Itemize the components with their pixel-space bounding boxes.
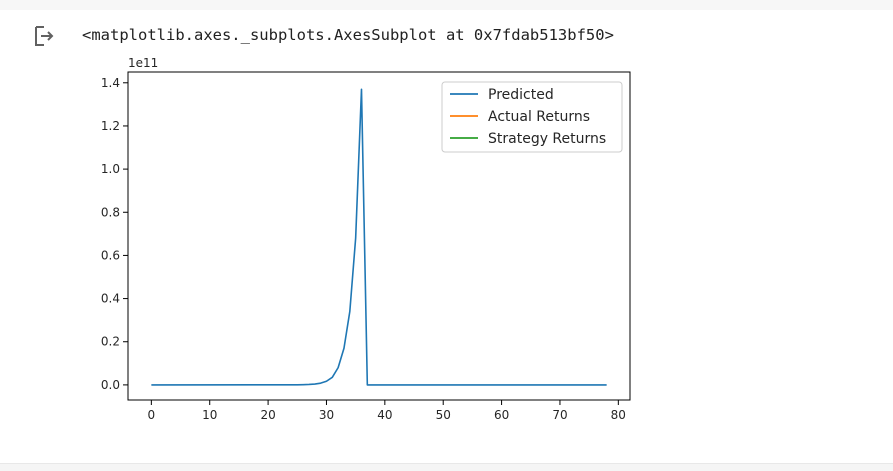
y-tick-label: 0.4 — [101, 292, 120, 306]
y-tick-label: 1.0 — [101, 162, 120, 176]
legend-label: Strategy Returns — [488, 131, 606, 147]
x-tick-label: 40 — [377, 408, 392, 422]
plot-frame — [127, 71, 631, 401]
y-tick-label: 0.0 — [101, 378, 120, 392]
cell-top-border — [0, 0, 893, 10]
y-tick-label: 0.8 — [101, 205, 120, 219]
y-tick-label: 1.2 — [101, 119, 120, 133]
series-line-predicted — [151, 88, 607, 386]
legend-frame — [441, 81, 623, 153]
y-tick-label: 1.4 — [101, 76, 120, 90]
x-tick-label: 30 — [319, 408, 334, 422]
x-tick-label: 20 — [260, 408, 275, 422]
y-tick-label: 0.2 — [101, 335, 120, 349]
output-text: <matplotlib.axes._subplots.AxesSubplot a… — [82, 26, 614, 44]
x-tick-label: 0 — [148, 408, 156, 422]
x-tick-label: 60 — [494, 408, 509, 422]
output-arrow-icon[interactable] — [32, 24, 56, 48]
cell-bottom-border — [0, 463, 893, 471]
x-tick-label: 80 — [611, 408, 626, 422]
x-tick-label: 50 — [436, 408, 451, 422]
legend-label: Actual Returns — [488, 109, 590, 125]
y-tick-label: 0.6 — [101, 248, 120, 262]
legend-label: Predicted — [488, 87, 554, 103]
line-chart: 0 10 20 30 40 50 60 70 80 0.0 0.2 0.4 0.6 0.8 1.0 1.2 1.… — [101, 56, 631, 422]
legend: Predicted Actual Returns Strategy Returns — [441, 81, 623, 153]
x-tick-label: 10 — [202, 408, 217, 422]
x-tick-label: 70 — [552, 408, 567, 422]
y-offset-label: 1e11 — [128, 56, 158, 70]
